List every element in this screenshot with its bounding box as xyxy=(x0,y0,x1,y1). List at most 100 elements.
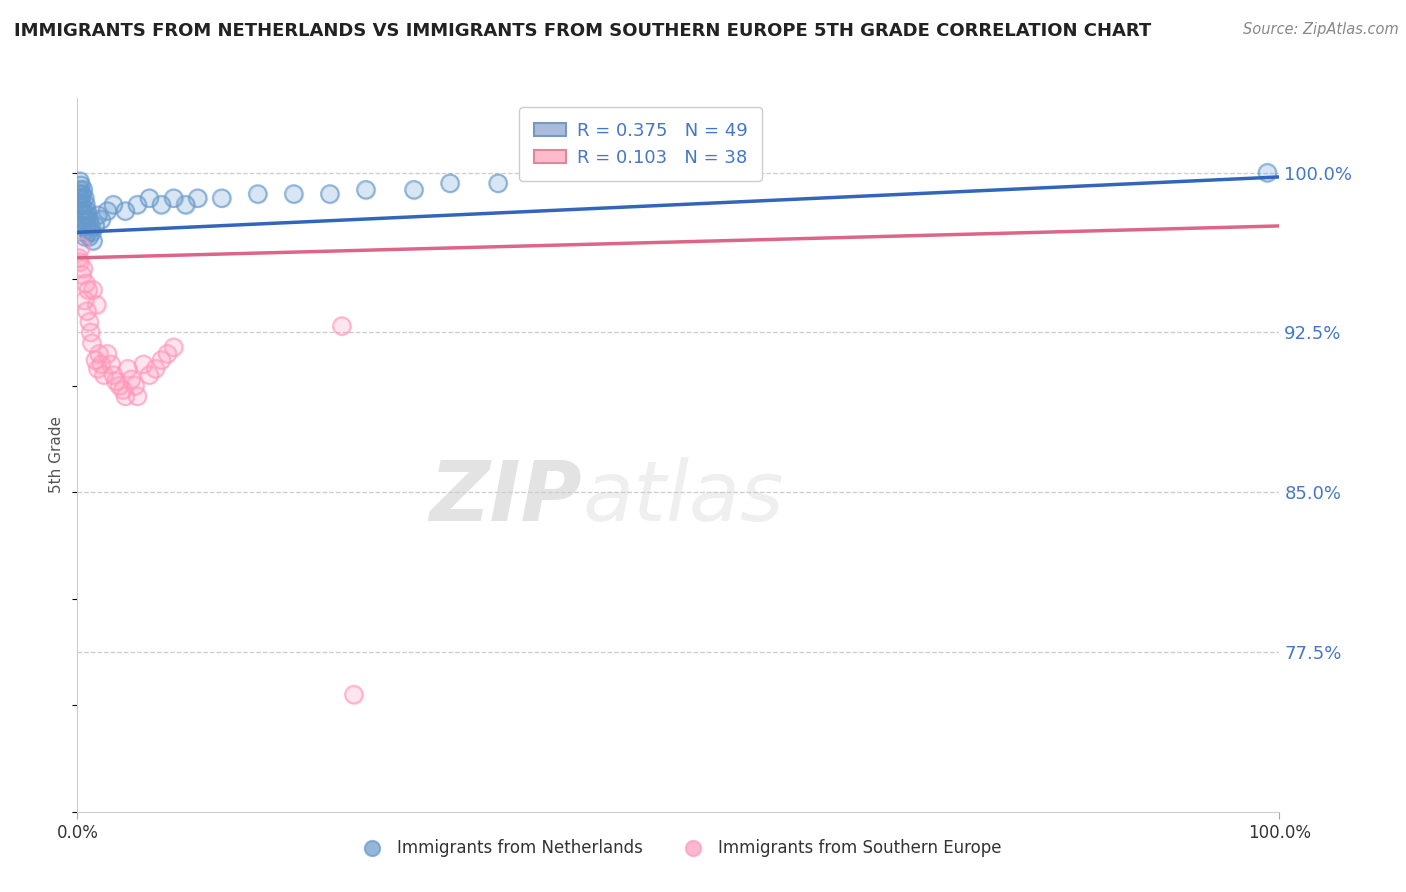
Point xyxy=(75,212,97,227)
Point xyxy=(72,204,94,219)
Point xyxy=(84,219,107,233)
Point xyxy=(84,219,107,233)
Point xyxy=(70,240,93,254)
Point xyxy=(150,197,173,211)
Point xyxy=(70,178,93,193)
Point xyxy=(330,319,353,334)
Point xyxy=(69,197,91,211)
Point xyxy=(73,293,96,308)
Point xyxy=(127,197,149,211)
Point xyxy=(69,255,91,269)
Text: IMMIGRANTS FROM NETHERLANDS VS IMMIGRANTS FROM SOUTHERN EUROPE 5TH GRADE CORRELA: IMMIGRANTS FROM NETHERLANDS VS IMMIGRANT… xyxy=(14,22,1152,40)
Legend: Immigrants from Netherlands, Immigrants from Southern Europe: Immigrants from Netherlands, Immigrants … xyxy=(349,833,1008,864)
Point xyxy=(90,212,112,227)
Point xyxy=(114,389,136,403)
Point xyxy=(73,208,96,222)
Point xyxy=(87,208,110,222)
Point xyxy=(77,225,100,239)
Point xyxy=(72,261,94,276)
Point xyxy=(67,191,90,205)
Point xyxy=(162,191,184,205)
Point xyxy=(79,212,101,227)
Point xyxy=(77,283,100,297)
Point xyxy=(67,191,90,205)
Point xyxy=(402,183,425,197)
Point xyxy=(80,225,103,239)
Point xyxy=(70,191,93,205)
Point xyxy=(486,177,509,191)
Point xyxy=(87,208,110,222)
Point xyxy=(127,197,149,211)
Point xyxy=(84,353,107,368)
Point xyxy=(132,358,155,372)
Point xyxy=(86,298,108,312)
Point xyxy=(145,361,167,376)
Point xyxy=(72,225,94,239)
Point xyxy=(111,383,134,397)
Point xyxy=(162,340,184,354)
Point xyxy=(114,389,136,403)
Point xyxy=(283,186,305,201)
Point xyxy=(79,219,101,233)
Point xyxy=(72,261,94,276)
Point xyxy=(343,688,366,702)
Point xyxy=(211,191,233,205)
Point xyxy=(70,178,93,193)
Point xyxy=(319,186,342,201)
Point xyxy=(87,347,110,361)
Point xyxy=(76,219,98,233)
Point xyxy=(104,375,127,389)
Point xyxy=(67,186,90,201)
Point xyxy=(79,212,101,227)
Point xyxy=(70,219,93,233)
Point xyxy=(70,212,93,227)
Point xyxy=(76,304,98,318)
Point xyxy=(76,219,98,233)
Point xyxy=(145,361,167,376)
Point xyxy=(87,361,110,376)
Point xyxy=(246,186,269,201)
Point xyxy=(79,315,101,329)
Point xyxy=(72,225,94,239)
Point xyxy=(76,304,98,318)
Point xyxy=(343,688,366,702)
Point xyxy=(330,319,353,334)
Point xyxy=(70,212,93,227)
Point xyxy=(156,347,179,361)
Point xyxy=(72,204,94,219)
Point xyxy=(79,219,101,233)
Point xyxy=(82,234,104,248)
Point xyxy=(67,251,90,265)
Point xyxy=(73,229,96,244)
Point xyxy=(150,353,173,368)
Point xyxy=(69,183,91,197)
Point xyxy=(1256,166,1278,180)
Point xyxy=(354,183,377,197)
Point xyxy=(70,186,93,201)
Point xyxy=(120,372,142,386)
Point xyxy=(114,204,136,219)
Point xyxy=(69,174,91,188)
Point xyxy=(117,361,139,376)
Point xyxy=(76,204,98,219)
Point xyxy=(70,219,93,233)
Point xyxy=(90,212,112,227)
Point xyxy=(96,204,118,219)
Point xyxy=(111,383,134,397)
Point xyxy=(90,358,112,372)
Point xyxy=(79,229,101,244)
Text: atlas: atlas xyxy=(582,458,785,538)
Point xyxy=(138,368,160,382)
Point xyxy=(114,204,136,219)
Point xyxy=(76,204,98,219)
Point xyxy=(103,368,125,382)
Point xyxy=(150,353,173,368)
Point xyxy=(138,368,160,382)
Point xyxy=(82,283,104,297)
Point xyxy=(96,204,118,219)
Point xyxy=(246,186,269,201)
Point xyxy=(90,358,112,372)
Point xyxy=(87,347,110,361)
Point xyxy=(1256,166,1278,180)
Point xyxy=(80,225,103,239)
